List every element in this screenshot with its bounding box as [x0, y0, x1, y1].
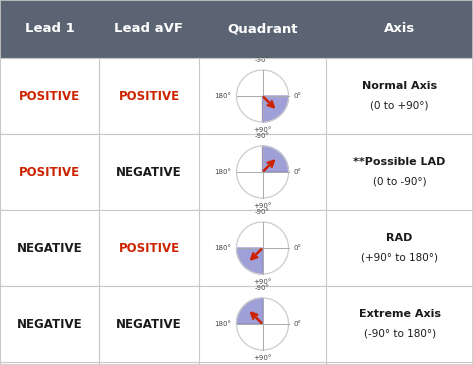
Text: 0°: 0°: [293, 321, 301, 327]
Text: POSITIVE: POSITIVE: [118, 89, 180, 103]
Text: Quadrant: Quadrant: [227, 23, 298, 35]
Text: -90°: -90°: [255, 134, 270, 139]
Bar: [0, 0, 473, 58]
Text: NEGATIVE: NEGATIVE: [116, 165, 182, 178]
Text: 180°: 180°: [214, 321, 231, 327]
Text: (0 to -90°): (0 to -90°): [373, 177, 427, 187]
Bar: [0, 286, 473, 362]
Text: POSITIVE: POSITIVE: [19, 89, 80, 103]
Polygon shape: [236, 298, 263, 324]
Text: (+90° to 180°): (+90° to 180°): [361, 253, 438, 263]
Text: +90°: +90°: [254, 127, 272, 132]
Text: Axis: Axis: [384, 23, 415, 35]
Text: 180°: 180°: [214, 245, 231, 251]
Text: Lead aVF: Lead aVF: [114, 23, 184, 35]
Text: NEGATIVE: NEGATIVE: [17, 242, 82, 254]
Text: (0 to +90°): (0 to +90°): [370, 101, 429, 111]
Text: RAD: RAD: [386, 233, 413, 243]
Text: +90°: +90°: [254, 203, 272, 208]
Text: +90°: +90°: [254, 278, 272, 285]
Text: -90°: -90°: [255, 58, 270, 64]
Text: POSITIVE: POSITIVE: [19, 165, 80, 178]
Text: 0°: 0°: [293, 93, 301, 99]
Text: NEGATIVE: NEGATIVE: [116, 318, 182, 330]
Text: -90°: -90°: [255, 285, 270, 292]
Text: 180°: 180°: [214, 93, 231, 99]
Text: +90°: +90°: [254, 354, 272, 361]
Text: NEGATIVE: NEGATIVE: [17, 318, 82, 330]
Bar: [0, 134, 473, 210]
Text: POSITIVE: POSITIVE: [118, 242, 180, 254]
Bar: [0, 210, 473, 286]
Text: Normal Axis: Normal Axis: [362, 81, 437, 91]
Text: -90°: -90°: [255, 210, 270, 215]
Bar: [0, 58, 473, 134]
Polygon shape: [263, 96, 289, 122]
Text: **Possible LAD: **Possible LAD: [353, 157, 446, 167]
Text: 0°: 0°: [293, 169, 301, 175]
Text: (-90° to 180°): (-90° to 180°): [364, 329, 436, 339]
Text: Extreme Axis: Extreme Axis: [359, 309, 441, 319]
Text: Lead 1: Lead 1: [25, 23, 75, 35]
Polygon shape: [236, 248, 263, 274]
Text: 0°: 0°: [293, 245, 301, 251]
Text: 180°: 180°: [214, 169, 231, 175]
Polygon shape: [263, 146, 289, 172]
